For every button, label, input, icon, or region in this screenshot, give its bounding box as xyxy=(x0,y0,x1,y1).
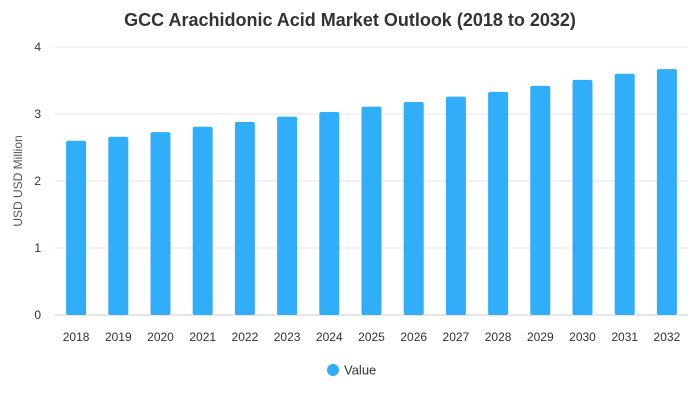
x-tick-label-2020: 2020 xyxy=(147,330,174,344)
bar-2020[interactable] xyxy=(150,132,171,315)
x-tick-label-2032: 2032 xyxy=(654,330,681,344)
y-tick-label: 3 xyxy=(34,107,41,121)
y-axis-label: USD USD Million xyxy=(11,135,25,226)
chart-title: GCC Arachidonic Acid Market Outlook (201… xyxy=(124,10,576,30)
bar-2026[interactable] xyxy=(403,101,424,315)
x-tick-label-2026: 2026 xyxy=(400,330,427,344)
y-axis-ticks: 0 1 2 3 4 xyxy=(34,40,41,322)
x-tick-label-2031: 2031 xyxy=(611,330,638,344)
x-tick-label-2025: 2025 xyxy=(358,330,385,344)
bar-2023[interactable] xyxy=(277,116,298,316)
y-tick-label: 0 xyxy=(34,308,41,322)
y-tick-label: 2 xyxy=(34,174,41,188)
legend-label: Value xyxy=(344,363,376,378)
x-tick-label-2024: 2024 xyxy=(316,330,343,344)
x-tick-label-2022: 2022 xyxy=(232,330,259,344)
x-tick-label-2018: 2018 xyxy=(63,330,90,344)
bar-2032[interactable] xyxy=(656,69,677,315)
bar-2018[interactable] xyxy=(66,140,87,315)
x-tick-label-2023: 2023 xyxy=(274,330,301,344)
legend[interactable]: Value xyxy=(327,363,376,378)
bar-2030[interactable] xyxy=(572,79,593,315)
bar-2019[interactable] xyxy=(108,136,129,315)
x-tick-label-2021: 2021 xyxy=(189,330,216,344)
bar-series xyxy=(66,69,677,316)
bar-2028[interactable] xyxy=(488,91,509,315)
x-tick-label-2019: 2019 xyxy=(105,330,132,344)
x-tick-label-2028: 2028 xyxy=(485,330,512,344)
bar-2031[interactable] xyxy=(614,73,635,315)
bar-2029[interactable] xyxy=(530,85,551,315)
bar-2025[interactable] xyxy=(361,106,382,315)
x-tick-label-2027: 2027 xyxy=(443,330,470,344)
bar-2021[interactable] xyxy=(192,126,213,315)
bar-2022[interactable] xyxy=(234,122,255,315)
bar-2027[interactable] xyxy=(445,96,466,315)
x-tick-label-2029: 2029 xyxy=(527,330,554,344)
bar-2024[interactable] xyxy=(319,111,340,316)
legend-swatch xyxy=(327,364,339,376)
x-axis-ticks: 2018 2019 2020 2021 2022 2023 2024 2025 2026 2027… xyxy=(63,330,681,344)
x-tick-label-2030: 2030 xyxy=(569,330,596,344)
y-tick-label: 4 xyxy=(34,40,41,54)
y-tick-label: 1 xyxy=(34,241,41,255)
